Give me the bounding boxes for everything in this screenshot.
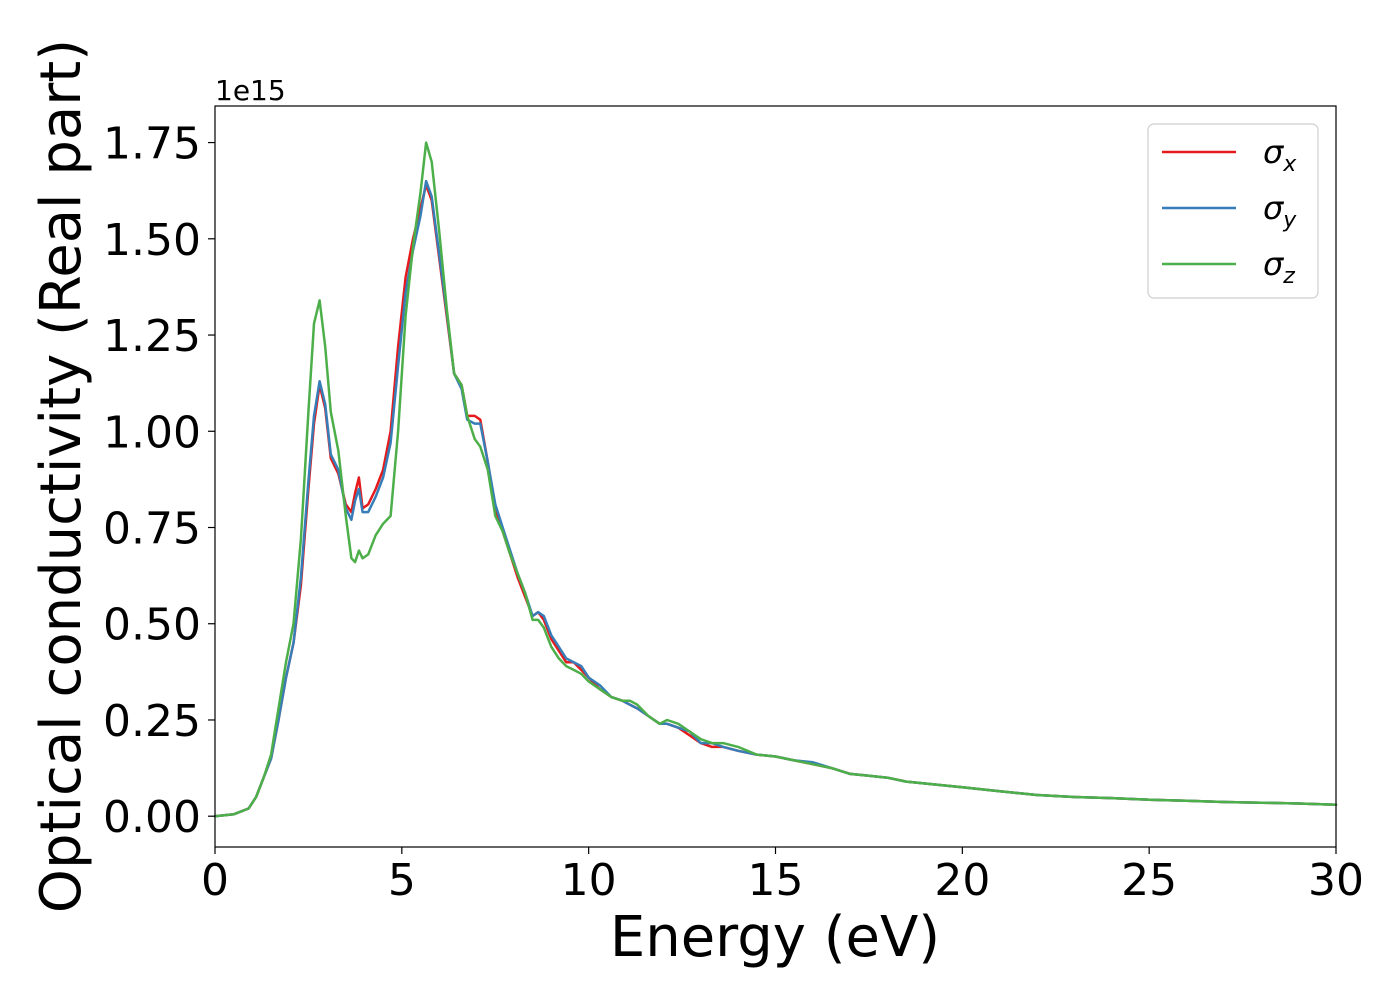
y-tick-label: 0.50 [103, 600, 201, 651]
legend-box [1147, 123, 1319, 299]
y-tick-label: 0.25 [103, 696, 201, 747]
x-tick-label: 15 [748, 855, 804, 906]
y-axis-label: Optical conductivity (Real part) [29, 39, 94, 913]
x-tick-label: 5 [388, 855, 416, 906]
x-tick-label: 20 [934, 855, 990, 906]
x-axis-label: Energy (eV) [610, 905, 940, 970]
y-tick-label: 0.75 [103, 504, 201, 555]
y-axis: 0.00 0.25 0.50 0.75 1.00 1.25 1.50 1.75 [103, 119, 215, 843]
x-tick-label: 30 [1308, 855, 1364, 906]
x-tick-label: 25 [1121, 855, 1177, 906]
x-tick-label: 0 [201, 855, 229, 906]
series-line-z [213, 141, 1338, 818]
x-axis: 0 5 10 15 20 25 30 [201, 847, 1364, 906]
y-tick-label: 0.00 [103, 792, 201, 843]
y-offset-label: 1e15 [215, 74, 286, 107]
series-layer [213, 141, 1338, 818]
x-tick-label: 10 [561, 855, 617, 906]
y-tick-label: 1.50 [103, 215, 201, 266]
y-tick-label: 1.00 [103, 407, 201, 458]
y-tick-label: 1.25 [103, 311, 201, 362]
y-tick-label: 1.75 [103, 119, 201, 170]
